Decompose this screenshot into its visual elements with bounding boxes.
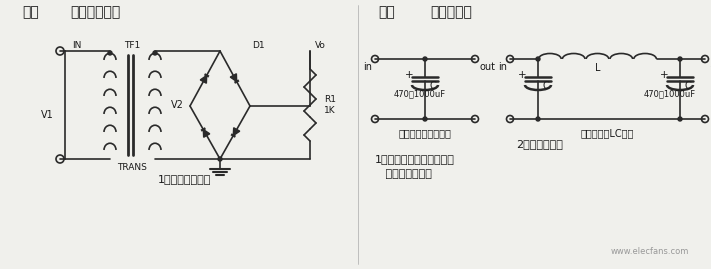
Polygon shape: [201, 75, 207, 83]
Text: www.elecfans.com: www.elecfans.com: [611, 246, 689, 256]
Text: R1
1K: R1 1K: [324, 95, 336, 115]
Text: +: +: [518, 70, 526, 80]
Text: 一、: 一、: [22, 5, 39, 19]
Text: 1、电源滤波的过程分析：: 1、电源滤波的过程分析：: [375, 154, 455, 164]
Circle shape: [218, 157, 222, 161]
Text: 电源滤波器: 电源滤波器: [430, 5, 472, 19]
Text: TRANS: TRANS: [117, 162, 147, 172]
Circle shape: [678, 57, 682, 61]
Text: Vo: Vo: [315, 41, 326, 49]
Circle shape: [536, 117, 540, 121]
Polygon shape: [233, 128, 240, 136]
Text: in: in: [363, 62, 372, 72]
Text: +: +: [660, 70, 668, 80]
Text: C: C: [542, 81, 550, 91]
Circle shape: [536, 57, 540, 61]
Circle shape: [678, 117, 682, 121]
Circle shape: [108, 51, 112, 55]
Text: IN: IN: [73, 41, 82, 49]
Text: +: +: [405, 70, 413, 80]
Text: + out: + out: [710, 62, 711, 72]
Text: 470～1000uF: 470～1000uF: [394, 90, 446, 98]
Text: C: C: [429, 81, 437, 91]
Circle shape: [153, 51, 157, 55]
Circle shape: [423, 57, 427, 61]
Text: L: L: [594, 63, 600, 73]
Text: out: out: [480, 62, 496, 72]
Circle shape: [423, 117, 427, 121]
Text: 波形形成过程：: 波形形成过程：: [375, 169, 432, 179]
Text: TF1: TF1: [124, 41, 141, 49]
Text: C: C: [685, 81, 691, 91]
Text: 1、桥式整流电路: 1、桥式整流电路: [159, 174, 212, 184]
Text: 470～1000uF: 470～1000uF: [644, 90, 696, 98]
Text: in: in: [498, 62, 507, 72]
Text: V1: V1: [41, 110, 53, 120]
Text: 电源滤波－电容滤波: 电源滤波－电容滤波: [399, 128, 451, 138]
Text: 电源滤波－LC滤波: 电源滤波－LC滤波: [581, 128, 634, 138]
Text: V2: V2: [171, 100, 184, 110]
Polygon shape: [203, 129, 210, 137]
Text: 2、电源滤波器: 2、电源滤波器: [517, 139, 563, 149]
Polygon shape: [230, 74, 237, 82]
Text: D1: D1: [252, 41, 264, 51]
Text: 桥式整流电路: 桥式整流电路: [70, 5, 120, 19]
Text: 二、: 二、: [378, 5, 395, 19]
